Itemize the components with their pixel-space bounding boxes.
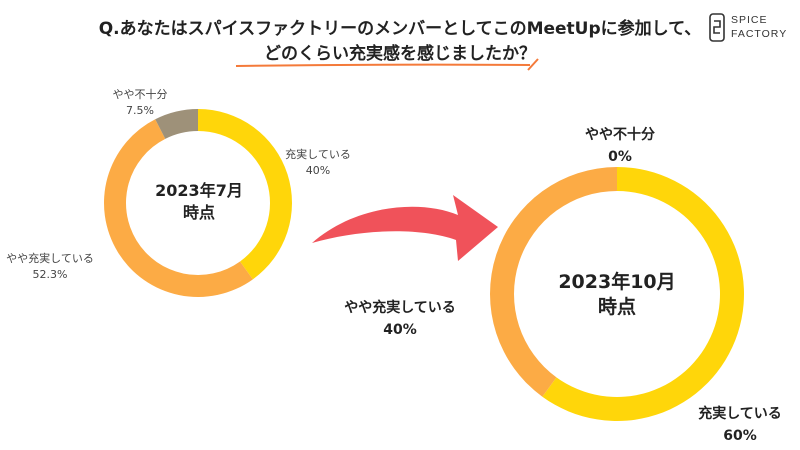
donut-center-label-july: 2023年7月 時点 bbox=[134, 180, 264, 224]
donut-segment-insufficient-july bbox=[155, 109, 198, 139]
donut-center-label-october: 2023年10月 時点 bbox=[537, 270, 697, 320]
logo-mark-icon bbox=[709, 13, 725, 42]
center-label-july-date: 2023年7月 bbox=[155, 181, 243, 200]
center-label-october-date: 2023年10月 bbox=[558, 271, 676, 293]
donut-segment-satisfied-july bbox=[198, 109, 292, 280]
label-october-somewhat-satisfied: やや充実している 40% bbox=[344, 300, 456, 338]
donut-segment-somewhat-satisfied-july bbox=[104, 119, 253, 297]
donut-chart-july bbox=[104, 109, 292, 297]
arrow-icon bbox=[312, 195, 498, 261]
label-october-satisfied: 充実している 60% bbox=[698, 406, 782, 444]
center-label-july-suffix: 時点 bbox=[182, 203, 215, 222]
question-title-line1: Q.あなたはスパイスファクトリーのメンバーとしてこのMeetUpに参加して、 bbox=[98, 19, 702, 39]
title-underline-decoration bbox=[235, 58, 539, 71]
logo-text-spice: SPICE bbox=[731, 14, 768, 26]
label-july-insufficient: やや不十分 7.5% bbox=[112, 88, 168, 117]
logo-text-factory: FACTORY bbox=[731, 28, 788, 40]
spice-factory-logo: SPICE FACTORY bbox=[707, 11, 787, 45]
question-title-line2: どのくらい充実感を感じましたか？ bbox=[264, 44, 536, 64]
donut-chart-october bbox=[490, 167, 744, 421]
donut-segment-somewhat-satisfied-october bbox=[490, 167, 617, 397]
label-july-somewhat-satisfied: やや充実している 52.3% bbox=[6, 252, 94, 281]
label-july-satisfied: 充実している 40% bbox=[285, 148, 351, 177]
center-label-october-suffix: 時点 bbox=[597, 296, 636, 318]
donut-segment-satisfied-october bbox=[542, 167, 744, 421]
label-october-insufficient: やや不十分 0% bbox=[585, 127, 655, 165]
